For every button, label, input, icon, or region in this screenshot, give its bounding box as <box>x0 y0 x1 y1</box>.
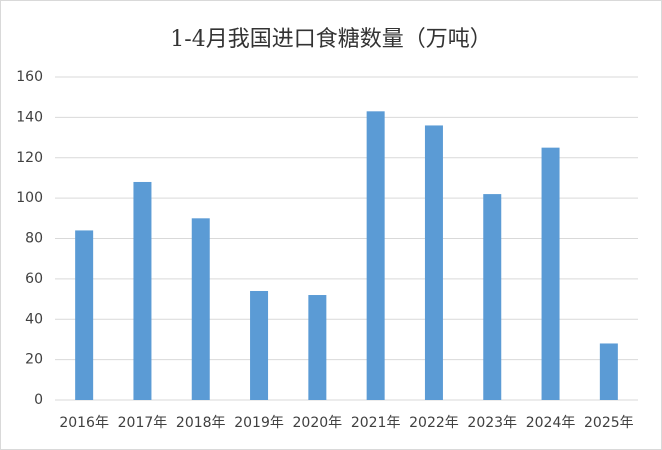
y-tick-label: 20 <box>25 352 43 368</box>
y-tick-label: 160 <box>16 69 43 85</box>
bar <box>308 295 327 400</box>
bar <box>541 147 560 400</box>
y-tick-label: 100 <box>16 190 43 206</box>
bar <box>191 218 210 400</box>
x-tick-label: 2018年 <box>176 415 226 431</box>
y-tick-label: 140 <box>16 109 43 125</box>
chart-title: 1-4月我国进口食糖数量（万吨） <box>170 27 491 52</box>
x-tick-label: 2021年 <box>351 415 401 431</box>
x-tick-label: 2017年 <box>118 415 168 431</box>
x-tick-label: 2025年 <box>584 415 634 431</box>
x-tick-label: 2022年 <box>409 415 459 431</box>
bar <box>424 125 443 400</box>
bar <box>366 111 385 400</box>
bar <box>250 290 269 400</box>
bar <box>599 343 618 400</box>
x-tick-label: 2023年 <box>467 415 517 431</box>
y-tick-label: 0 <box>34 392 43 408</box>
y-tick-label: 80 <box>25 231 43 247</box>
bar <box>133 181 152 400</box>
x-tick-label: 2024年 <box>526 415 576 431</box>
x-tick-label: 2019年 <box>234 415 284 431</box>
y-tick-label: 40 <box>25 311 43 327</box>
x-tick-label: 2016年 <box>59 415 109 431</box>
bar <box>483 194 502 400</box>
bar <box>75 230 94 400</box>
y-tick-label: 120 <box>16 150 43 166</box>
x-tick-label: 2020年 <box>293 415 343 431</box>
y-tick-label: 60 <box>25 271 43 287</box>
